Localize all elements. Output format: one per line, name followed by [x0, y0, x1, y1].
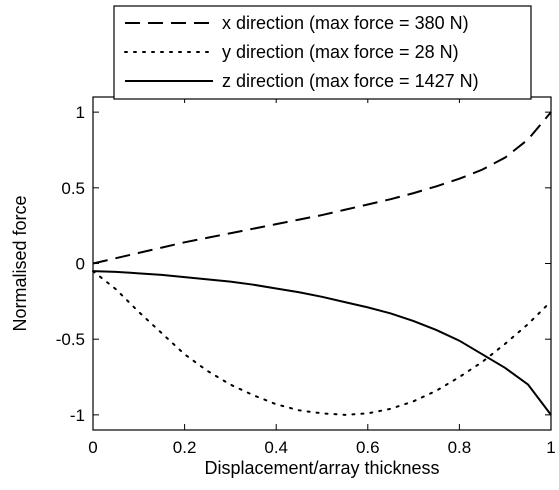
x-axis-label: Displacement/array thickness — [204, 458, 439, 478]
axis-ticks — [92, 97, 552, 430]
x-tick-label: 0.2 — [173, 438, 197, 457]
legend-item: z direction (max force = 1427 N) — [125, 71, 479, 91]
y-tick-label: 0 — [76, 255, 85, 274]
legend-label: y direction (max force = 28 N) — [222, 42, 459, 62]
x-tick-label: 0 — [88, 438, 97, 457]
x-tick-label: 0.8 — [448, 438, 472, 457]
x-tick-label: 0.4 — [264, 438, 288, 457]
legend-label: x direction (max force = 380 N) — [222, 13, 469, 33]
legend-item: x direction (max force = 380 N) — [125, 13, 469, 33]
y-tick-label: -1 — [70, 406, 85, 425]
series-line-solid — [92, 270, 552, 416]
y-axis-label: Normalised force — [10, 195, 30, 331]
plot-frame — [92, 96, 552, 431]
legend-box — [113, 5, 532, 100]
plot-area — [92, 96, 552, 431]
y-tick-label: 0.5 — [61, 179, 85, 198]
y-tick-label: -0.5 — [56, 330, 85, 349]
series-line-dashed — [92, 111, 552, 265]
legend-item: y direction (max force = 28 N) — [124, 42, 459, 62]
tick-labels: 0 0.2 0.4 0.6 0.8 1 1 0.5 0 -0.5 -1 — [56, 103, 556, 457]
x-tick-label: 0.6 — [356, 438, 380, 457]
series-line-dotted — [92, 270, 552, 416]
legend: x direction (max force = 380 N) y directi… — [113, 5, 532, 100]
legend-label: z direction (max force = 1427 N) — [222, 71, 479, 91]
series-lines — [92, 111, 552, 416]
x-tick-label: 1 — [546, 438, 555, 457]
y-tick-label: 1 — [76, 103, 85, 122]
